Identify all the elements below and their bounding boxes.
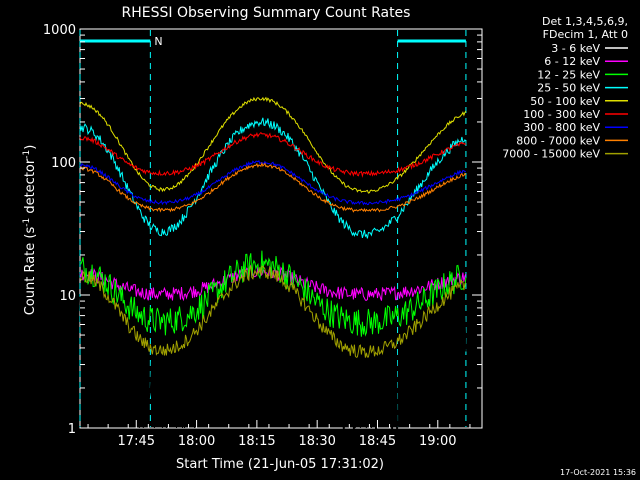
- series-lines: [79, 96, 467, 429]
- footer-date: 17-Oct-2021 15:36: [560, 468, 636, 477]
- y-tick-label-0: 1: [68, 422, 76, 437]
- x-tick-label-4: 18:45: [359, 434, 396, 449]
- legend-label-6: 300 - 800 keV: [523, 121, 600, 134]
- legend-label-0: 3 - 6 keV: [551, 42, 600, 55]
- series-line-1: [79, 264, 467, 302]
- y-label-mid: detector: [23, 158, 38, 218]
- series-line-8: [79, 264, 467, 358]
- y-tick-label-3: 1000: [43, 23, 76, 38]
- legend-label-5: 100 - 300 keV: [523, 108, 600, 121]
- series-line-0: [79, 258, 467, 429]
- legend-label-8: 7000 - 15000 keV: [502, 148, 600, 161]
- series-line-5: [79, 131, 467, 178]
- y-label-sup2: -1: [22, 150, 32, 159]
- x-axis-label: Start Time (21-Jun-05 17:31:02): [176, 457, 384, 472]
- series-line-7: [79, 161, 467, 213]
- y-axis-ticks: 1 10 100 1000: [43, 23, 482, 437]
- series-line-4: [79, 96, 467, 194]
- plot-frame: [79, 28, 483, 429]
- y-tick-label-1: 10: [59, 289, 76, 304]
- x-tick-label-0: 17:45: [118, 434, 155, 449]
- legend-header-1: Det 1,3,4,5,6,9,: [542, 15, 628, 28]
- legend-label-3: 25 - 50 keV: [537, 82, 600, 95]
- x-tick-label-3: 18:30: [298, 434, 335, 449]
- legend-label-7: 800 - 7000 keV: [516, 134, 600, 147]
- x-tick-label-5: 19:00: [419, 434, 456, 449]
- legend-header-2: FDecim 1, Att 0: [543, 28, 628, 41]
- legend-label-1: 6 - 12 keV: [544, 55, 600, 68]
- y-tick-label-2: 100: [51, 156, 76, 171]
- legend: Det 1,3,4,5,6,9, FDecim 1, Att 0 3 - 6 k…: [502, 15, 628, 161]
- x-tick-label-1: 18:00: [178, 434, 215, 449]
- night-label-0: N: [154, 35, 162, 48]
- x-axis-ticks: 17:45 18:00 18:15 18:30 18:45 19:00: [87, 420, 471, 449]
- series-line-2: [79, 250, 467, 337]
- y-label-end: ): [23, 145, 38, 150]
- y-label-sup1: -1: [22, 218, 32, 227]
- legend-label-4: 50 - 100 keV: [530, 95, 600, 108]
- series-line-3: [79, 117, 467, 239]
- series-line-6: [79, 160, 466, 206]
- y-axis-label: Count Rate (s-1 detector-1): [22, 145, 38, 316]
- y-label-main: Count Rate (s: [23, 227, 38, 316]
- x-tick-label-2: 18:15: [238, 434, 275, 449]
- chart-title: RHESSI Observing Summary Count Rates: [122, 5, 411, 21]
- legend-label-2: 12 - 25 keV: [537, 68, 600, 81]
